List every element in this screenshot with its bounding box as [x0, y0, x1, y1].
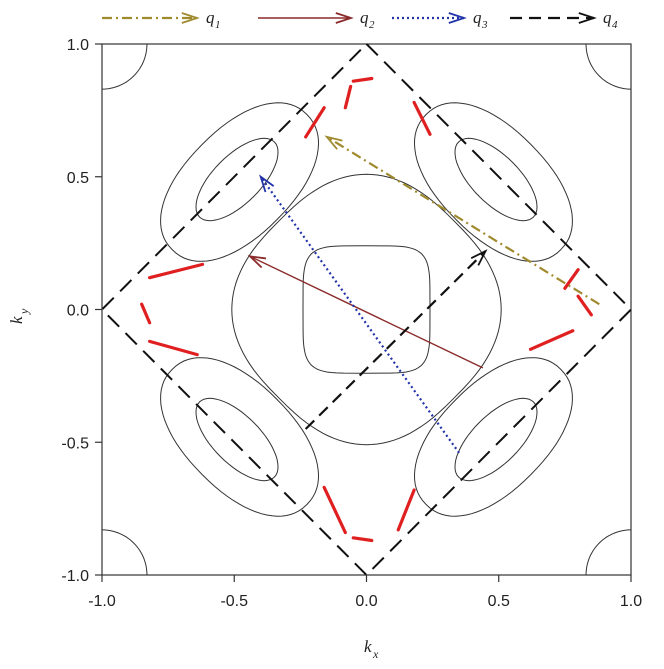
hotspot-segments — [140, 76, 593, 543]
corner-contour — [585, 44, 631, 90]
legend-q3-label: q — [473, 8, 482, 27]
hotspot-segment — [351, 536, 374, 543]
y-tick-label: -1.0 — [61, 568, 89, 585]
scattering-vectors — [247, 135, 600, 454]
vector-q2-line — [249, 255, 484, 369]
vector-q4-line — [304, 250, 487, 430]
vector-q1-line — [326, 135, 600, 306]
legend-q1-arrowhead — [181, 12, 200, 24]
lobe-inner-contour — [195, 397, 279, 482]
y-tick-label: 0.5 — [67, 170, 89, 187]
vector-q2-arrowhead — [247, 255, 267, 269]
hotspot-segment — [140, 302, 152, 325]
y-axis-title-main: k — [7, 316, 26, 324]
hotspot-segment — [322, 485, 347, 535]
hotspot-segment — [351, 76, 374, 83]
plot-frame — [101, 43, 632, 576]
lobe-contour — [160, 102, 320, 262]
x-tick-label: 0.5 — [488, 593, 510, 610]
hotspot-segment — [396, 488, 416, 532]
hotspot-segment — [412, 100, 432, 136]
x-axis: -1.0 -0.5 0.0 0.5 1.0 — [88, 575, 642, 610]
lobe-inner-contour — [454, 397, 538, 482]
y-tick-label: -0.5 — [61, 435, 89, 452]
legend-q3-subscript: 3 — [481, 19, 488, 31]
x-tick-label: -0.5 — [220, 593, 248, 610]
x-axis-title-sub: x — [372, 647, 379, 661]
fermi-contours — [102, 44, 631, 575]
hotspot-segment — [304, 106, 326, 139]
hotspot-segment — [343, 84, 353, 110]
lobe-contour — [160, 357, 320, 517]
legend-q4-label: q — [603, 8, 612, 27]
x-tick-label: 1.0 — [620, 593, 642, 610]
lobe-contour — [413, 357, 573, 517]
middle-contour — [231, 173, 502, 446]
lobe-contour — [413, 102, 573, 262]
hotspot-segment — [576, 294, 593, 317]
vector-q3-arrowhead — [259, 174, 275, 193]
hotspot-segment — [563, 268, 580, 290]
x-axis-title-main: k — [364, 637, 372, 656]
y-axis-title-sub: y — [17, 308, 31, 315]
hotspot-segment — [148, 339, 199, 357]
legend-q2-arrowhead — [335, 12, 354, 24]
zone-boundary-diamond — [100, 42, 633, 577]
x-axis-title: k x — [364, 637, 379, 661]
corner-contour — [102, 44, 148, 90]
lobe-inner-contour — [195, 137, 279, 222]
corner-contour — [585, 529, 631, 575]
legend-q3-arrowhead — [448, 12, 467, 24]
lobe-inner-contour — [454, 137, 538, 222]
corner-contour — [102, 529, 148, 575]
legend-q2-subscript: 2 — [369, 19, 375, 31]
legend-q1-subscript: 1 — [215, 19, 221, 31]
legend-q2-label: q — [360, 8, 369, 27]
hotspot-segment — [148, 262, 205, 280]
vector-q1-arrowhead — [324, 135, 343, 150]
vector-q4-arrowhead — [470, 249, 488, 266]
vector-q3-line — [259, 176, 460, 454]
inner-contour — [302, 245, 431, 374]
y-axis: -1.0 -0.5 0.0 0.5 1.0 — [61, 37, 102, 585]
legend-q1-label: q — [206, 8, 215, 27]
y-tick-label: 0.0 — [67, 303, 89, 320]
legend-q4-subscript: 4 — [612, 19, 618, 31]
y-tick-label: 1.0 — [67, 37, 89, 54]
x-tick-label: -1.0 — [88, 593, 116, 610]
hotspot-segment — [528, 329, 575, 351]
x-tick-label: 0.0 — [355, 593, 377, 610]
legend-q4-arrowhead — [578, 12, 597, 24]
y-axis-title: k y — [7, 308, 31, 324]
